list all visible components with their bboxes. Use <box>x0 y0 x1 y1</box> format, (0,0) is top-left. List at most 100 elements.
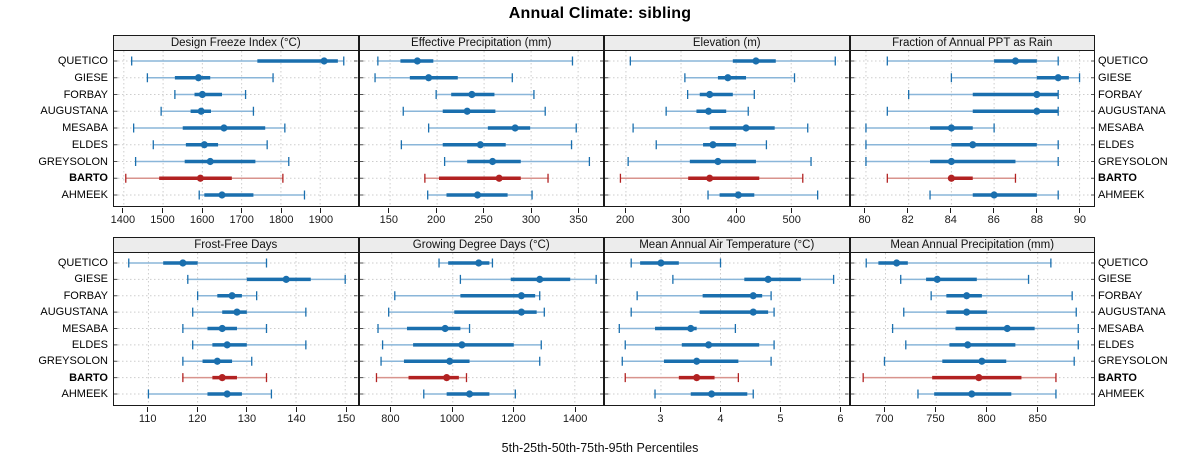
panel-canvas <box>850 253 1094 404</box>
axis-labels: 700 750 800 850 <box>850 407 1096 429</box>
percentile-row-eldes <box>655 140 768 150</box>
axis-tick-mark <box>241 208 243 213</box>
axis-tick-label: 1700 <box>229 214 254 226</box>
panel-title: Mean Annual Air Temperature (°C) <box>639 239 815 251</box>
median-dot <box>947 174 955 182</box>
percentile-row-augustana <box>160 106 255 116</box>
percentile-row-augustana <box>665 106 749 116</box>
axis-tick-label: 140 <box>287 413 306 425</box>
panel-canvas <box>359 253 603 404</box>
median-dot <box>488 157 496 166</box>
panel-canvas <box>605 253 849 404</box>
median-dot <box>442 374 450 382</box>
axis-tick-mark <box>296 407 297 412</box>
median-dot <box>474 259 482 267</box>
median-dot <box>962 308 970 316</box>
percentile-row-giese <box>146 73 274 83</box>
median-dot <box>517 292 525 300</box>
percentile-row-eldes <box>152 140 268 150</box>
site-label-left: ELDES <box>71 338 108 351</box>
axis-labels: 110 120 130 140 150 <box>113 407 359 429</box>
median-dot <box>465 390 473 398</box>
median-dot <box>179 259 187 267</box>
axis-tick-mark <box>574 407 576 412</box>
axis-tick-label: 90 <box>1073 214 1087 226</box>
median-dot <box>933 275 941 283</box>
axis-tick-label: 88 <box>1030 214 1043 226</box>
panel-body <box>113 51 359 207</box>
median-dot <box>282 275 290 283</box>
axis-tick-mark <box>280 208 282 213</box>
median-dot <box>1011 57 1019 65</box>
axis-tick-mark <box>513 407 515 412</box>
axis-tick-label: 110 <box>138 413 157 425</box>
median-dot <box>424 74 432 82</box>
axis-tick-mark <box>934 407 936 412</box>
median-dot <box>977 357 985 365</box>
median-dot <box>320 57 328 65</box>
site-label-left: BARTO <box>69 371 108 384</box>
axis-tick-label: 4 <box>717 413 724 425</box>
site-label-left: BARTO <box>69 172 108 185</box>
percentile-row-augustana <box>630 307 775 317</box>
site-label-right: GREYSOLON <box>1098 155 1168 168</box>
percentile-row-forbay <box>930 291 1073 301</box>
median-dot <box>445 357 453 365</box>
median-dot <box>693 374 701 382</box>
percentile-row-giese <box>950 73 1080 83</box>
axis-tick-label: 1500 <box>150 214 175 226</box>
median-dot <box>218 374 226 382</box>
median-dot <box>535 275 543 283</box>
axis-tick-label: 800 <box>977 413 996 425</box>
axis-tick-label: 1400 <box>110 214 136 226</box>
median-dot <box>206 157 214 166</box>
axis-tick-mark <box>577 208 579 213</box>
percentile-row-mesaba <box>376 324 470 333</box>
median-dot <box>724 74 732 82</box>
percentile-row-barto <box>423 173 549 183</box>
axis-tick-label: 5 <box>777 413 784 425</box>
median-dot <box>707 390 716 398</box>
percentile-row-eldes <box>624 340 775 350</box>
percentile-row-eldes <box>400 140 572 150</box>
site-label-right: AUGUSTANA <box>1098 105 1166 118</box>
axis-tick-label: 300 <box>521 214 541 226</box>
percentile-row-quetico <box>376 56 573 66</box>
percentile-row-forbay <box>636 291 772 301</box>
percentile-row-mesaba <box>632 123 809 133</box>
percentile-row-mesaba <box>132 123 286 133</box>
median-dot <box>1032 107 1040 115</box>
percentile-row-mesaba <box>864 123 995 133</box>
median-dot <box>196 174 205 182</box>
percentile-row-barto <box>182 373 268 383</box>
percentile-row-ahmeek <box>707 190 819 200</box>
median-dot <box>223 390 231 398</box>
panel-canvas <box>114 253 358 404</box>
median-dot <box>194 74 203 82</box>
panel-canvas <box>114 51 358 205</box>
axis-tick-label: 750 <box>926 413 945 425</box>
panel-canvas <box>605 51 849 205</box>
percentile-row-eldes <box>381 340 542 350</box>
axis-tick-mark <box>320 208 322 213</box>
panel-title: Design Freeze Index (°C) <box>170 37 301 49</box>
median-dot <box>962 292 970 300</box>
panel-title: Mean Annual Precipitation (mm) <box>890 239 1055 251</box>
percentile-row-greysolon <box>627 157 812 166</box>
median-dot <box>714 157 722 166</box>
axis-tick-label: 80 <box>858 214 871 226</box>
percentile-row-barto <box>862 373 1057 383</box>
percentile-row-barto <box>886 173 1016 183</box>
site-label-right: GIESE <box>1098 71 1132 84</box>
median-dot <box>963 341 971 349</box>
median-dot <box>218 191 226 199</box>
axis-tick-label: 84 <box>944 214 957 226</box>
panel-body <box>849 51 1095 207</box>
axis-tick-label: 300 <box>671 214 690 226</box>
site-label-left: QUETICO <box>57 257 108 269</box>
axis-tick-mark <box>1036 208 1038 213</box>
median-dot <box>657 259 665 267</box>
percentile-row-augustana <box>192 307 307 317</box>
axis-tick-mark <box>986 407 988 412</box>
median-dot <box>441 324 449 333</box>
